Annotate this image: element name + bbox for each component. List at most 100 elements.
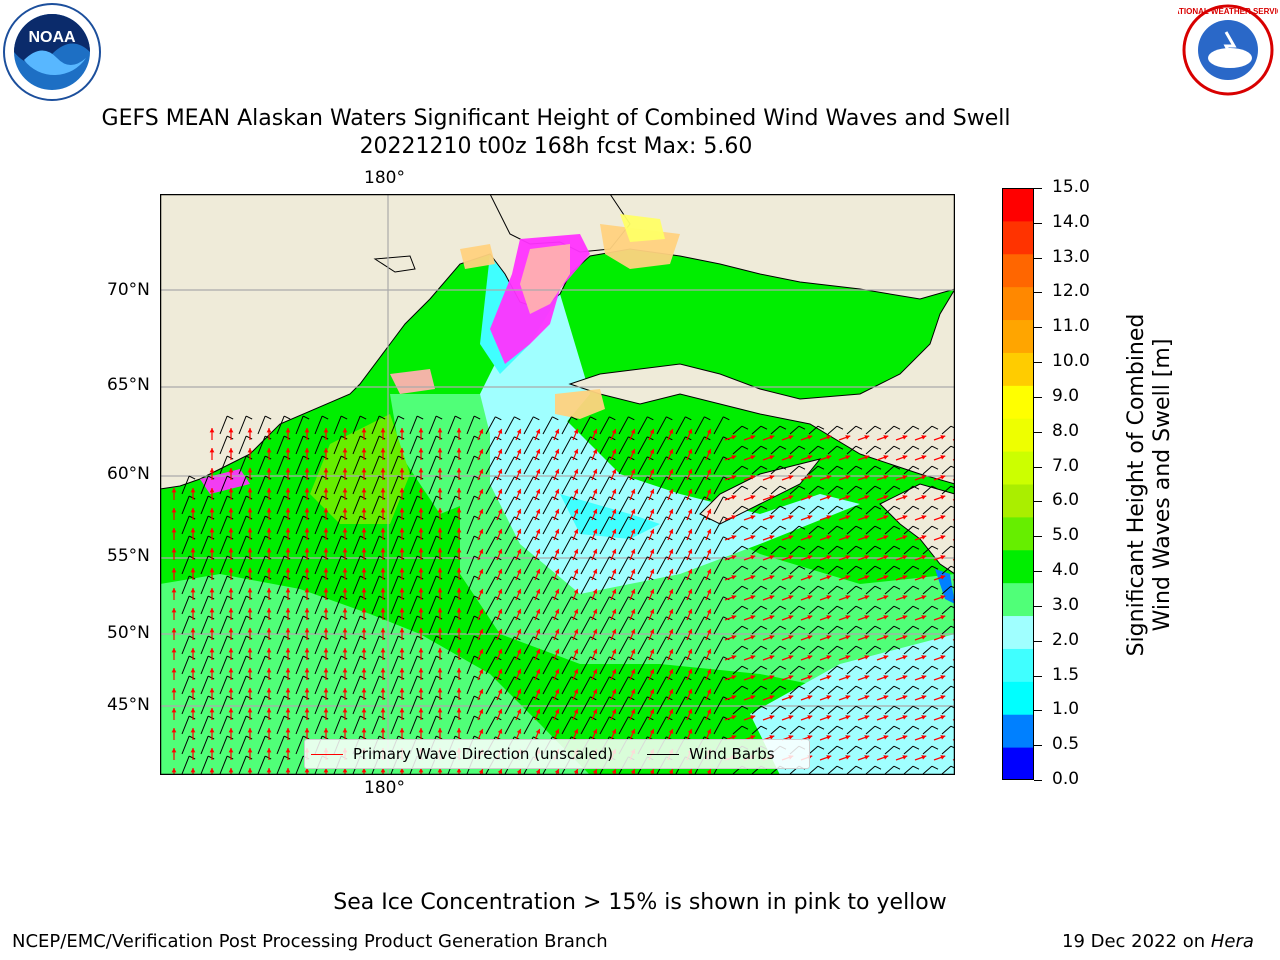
wave-arrow-head [478,488,484,494]
wind-barb-flag [435,555,443,560]
wind-barb [523,456,534,475]
wind-barb [295,475,304,495]
wave-arrow-head [573,708,579,714]
wave-arrow-head [228,488,234,493]
wave-arrow-head [611,448,617,454]
wind-barb-flag [855,525,863,530]
wind-barb [314,495,323,515]
wave-arrow-head [228,428,234,433]
wave-arrow-head [687,428,693,434]
wind-barb [922,705,933,715]
wave-arrow-head [361,668,367,673]
wind-barb [276,575,285,595]
wind-barb [504,676,515,695]
wind-barb-flag [226,475,234,480]
wind-barb [542,416,553,435]
wind-barb [580,536,591,555]
wind-barb-flag [817,625,825,630]
wind-barb [941,705,952,715]
wind-barb [789,585,800,595]
wave-arrow-head [687,728,693,734]
wind-barb [409,535,418,555]
wave-arrow-head [706,548,712,554]
wind-barb [276,715,285,735]
wind-barb-flag [893,645,901,650]
wind-barb [656,716,667,735]
wind-barb-flag [779,605,787,610]
wind-barb [276,735,285,755]
wave-zone-1-5-2m [560,494,660,539]
wind-barb [181,575,190,595]
wave-arrow-head [304,668,310,673]
wave-arrow-head [630,708,636,714]
wind-barb [675,416,686,435]
wave-arrow-head [516,628,522,634]
wind-barb [295,495,304,515]
wave-arrow-head [883,755,889,760]
wind-barb [447,495,456,515]
wave-arrow-head [266,628,272,633]
wind-barb [504,536,515,555]
wind-barb [656,596,667,615]
wind-barb [181,655,190,675]
wave-arrow-head [750,535,756,540]
wave-arrow-head [902,715,908,720]
wave-arrow-head [769,535,775,540]
wave-arrow-head [266,768,272,773]
wave-arrow-head [323,628,329,633]
wind-barb-flag [226,635,234,640]
wind-barb-flag [188,695,196,700]
wind-barb [922,645,933,655]
wave-arrow-head [323,648,329,653]
wind-barb [276,475,285,495]
sea-ice-patch [555,389,605,419]
wind-barb-flag [264,475,272,480]
wind-barb-flag [302,435,310,440]
wind-barb [523,516,534,535]
wind-barb [428,475,437,495]
wave-arrow-head [418,488,424,493]
wave-arrow-head [649,728,655,734]
wind-barb-flag [226,575,234,580]
wind-barb-flag [874,425,882,430]
wind-barb [770,665,781,675]
wave-arrow-head [554,608,560,614]
wind-barb [485,616,496,635]
wave-arrow-head [750,475,756,480]
wave-arrow-head [630,508,636,514]
wave-arrow-head [342,568,348,573]
wind-barb [257,695,266,715]
wave-arrow-head [478,528,484,534]
wind-barb [181,595,190,615]
wind-barb-flag [378,615,386,620]
wind-barb-flag [760,685,768,690]
wind-barb [409,515,418,535]
wind-barb [295,595,304,615]
wind-barb [352,715,361,735]
wave-arrow-head [883,695,889,700]
wave-arrow-head [342,608,348,613]
colorbar-swatch [1002,714,1034,748]
wind-barb [390,475,399,495]
wind-barb-flag [283,535,291,540]
wave-arrow-head [361,528,367,533]
wave-arrow-head [437,508,443,513]
sea-ice-patch [390,369,435,394]
wave-arrow-head [611,768,617,774]
wind-barb-flag [741,665,749,670]
wind-barb [656,696,667,715]
wind-barb-flag [931,645,939,650]
colorbar-tick-label: 8.0 [1052,420,1080,441]
wind-barb [751,665,762,675]
wave-arrow-head [361,548,367,553]
wind-barb [428,615,437,635]
wave-arrow-head [687,568,693,574]
wave-arrow-head [883,655,889,660]
wave-arrow-head [731,475,737,480]
wind-barb-flag [855,665,863,670]
wave-arrow-head [731,575,737,580]
wave-arrow-head [380,528,386,533]
wind-barb [219,475,228,495]
wave-arrow-head [342,468,348,473]
wave-arrow-head [902,655,908,660]
